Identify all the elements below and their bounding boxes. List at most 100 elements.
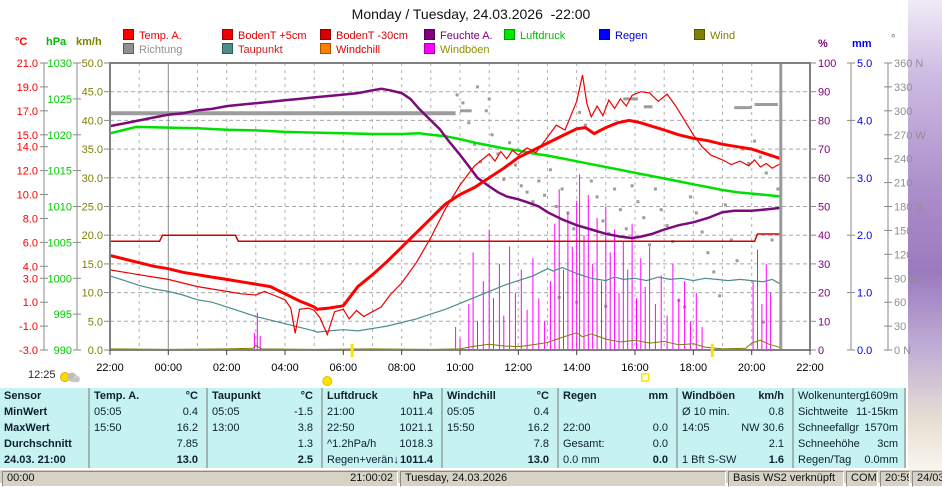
cell-value: 1011.4 xyxy=(399,454,433,466)
axis-hpa: 1030 1025 1020 1015 1010 1005 1000 995 990 xyxy=(48,58,81,357)
legend-swatch-richtung xyxy=(123,43,134,54)
svg-text:360 N: 360 N xyxy=(894,58,923,70)
col-header: Windböen xyxy=(682,390,736,402)
axis-unit-celsius: °C xyxy=(15,36,28,48)
legend-item-feuchte-a: Feuchte A. xyxy=(424,29,493,42)
col-header: Temp. A. xyxy=(94,390,140,402)
legend-swatch-luftdruck xyxy=(504,29,515,40)
svg-text:04:00: 04:00 xyxy=(271,362,299,374)
table-separator xyxy=(321,388,323,468)
sun-square-icon xyxy=(640,373,650,382)
svg-text:14.0: 14.0 xyxy=(17,142,38,154)
svg-text:50.0: 50.0 xyxy=(82,58,103,70)
legend-item-taupunkt: Taupunkt xyxy=(222,43,283,56)
svg-text:0.0: 0.0 xyxy=(88,345,103,357)
time-label: 12:25 xyxy=(28,369,56,381)
table-separator xyxy=(904,388,906,468)
cell-value: 0.0 xyxy=(652,454,668,466)
svg-text:20: 20 xyxy=(818,288,830,300)
weather-chart[interactable]: 21.019.017.015.014.012.010.08.06.04.03.0… xyxy=(0,0,942,400)
statusbar-cell-4: 20:59 xyxy=(880,471,910,487)
cell-time: 05:05 xyxy=(94,406,122,418)
svg-text:80: 80 xyxy=(818,115,830,127)
axis-unit-hpa: hPa xyxy=(46,36,67,48)
legend-label: Richtung xyxy=(139,44,183,56)
gridlines xyxy=(110,63,810,350)
svg-text:1025: 1025 xyxy=(48,94,72,106)
svg-text:8.0: 8.0 xyxy=(23,214,38,226)
svg-text:22:00: 22:00 xyxy=(796,362,824,374)
statusbar-text: Basis WS2 verknüpft xyxy=(733,472,836,484)
cell-time: Ø 10 min. xyxy=(682,406,730,418)
statusbar-text: 24/03/2026 xyxy=(917,472,942,484)
cell-value: 2.1 xyxy=(768,438,784,450)
table-separator xyxy=(88,388,90,468)
cell-time: Gesamt: xyxy=(563,438,605,450)
page-title: Monday / Tuesday, 24.03.2026 -22:00 xyxy=(351,6,591,22)
svg-text:20:00: 20:00 xyxy=(738,362,766,374)
series-bodent-30cm xyxy=(110,233,781,242)
cell-value: 0.8 xyxy=(768,406,784,418)
legend-item-windboeen: Windböen xyxy=(424,43,490,56)
svg-text:5.0: 5.0 xyxy=(88,316,103,328)
stats-table: Sensor MinWert MaxWert Durchschnitt 24.03. 2… xyxy=(0,388,906,468)
svg-text:4.0: 4.0 xyxy=(857,115,872,127)
axis-celsius: 21.0 19.0 17.0 15.014.0 12.0 10.0 8.0 6.0 4.03.0… xyxy=(17,58,48,357)
svg-text:10.0: 10.0 xyxy=(17,190,38,202)
col-unit: °C xyxy=(536,390,549,402)
svg-text:12:00: 12:00 xyxy=(505,362,533,374)
svg-text:995: 995 xyxy=(54,309,72,321)
cell-time: 22:50 xyxy=(327,422,355,434)
svg-text:17.0: 17.0 xyxy=(17,106,38,118)
col-unit: mm xyxy=(648,390,668,402)
statusbar-cell-1: Tuesday, 24.03.2026 xyxy=(400,471,726,487)
cell-time: 15:50 xyxy=(94,422,122,434)
statusbar-text-right: 21:00:02 xyxy=(350,472,393,484)
row-label: 24.03. 21:00 xyxy=(4,454,66,466)
status-bar: 00:00 21:00:02 Tuesday, 24.03.2026 Basis WS… xyxy=(0,470,942,487)
legend-label: Taupunkt xyxy=(238,44,283,56)
svg-text:0: 0 xyxy=(818,345,824,357)
cell-time: 05:05 xyxy=(447,406,475,418)
svg-text:00:00: 00:00 xyxy=(155,362,183,374)
info-label: Wolkenunterg xyxy=(798,390,866,402)
svg-text:18:00: 18:00 xyxy=(680,362,708,374)
legend-label: Wind xyxy=(710,30,736,42)
sunrise-tick xyxy=(350,344,354,357)
svg-text:180 S: 180 S xyxy=(894,202,923,214)
legend-label: Temp. A. xyxy=(139,30,182,42)
sun-icon xyxy=(322,376,333,386)
col-unit: °C xyxy=(185,390,198,402)
row-label: Sensor xyxy=(4,390,42,402)
svg-text:-3.0: -3.0 xyxy=(19,345,38,357)
legend-label: Regen xyxy=(615,30,648,42)
legend-item-temp-a: Temp. A. xyxy=(123,29,182,42)
svg-text:240: 240 xyxy=(894,154,912,166)
svg-text:90: 90 xyxy=(818,87,830,99)
legend-swatch-windchill xyxy=(320,43,331,54)
info-value: 1609m xyxy=(864,390,898,402)
svg-text:30: 30 xyxy=(894,321,906,333)
svg-text:19.0: 19.0 xyxy=(17,82,38,94)
info-label: Sichtweite xyxy=(798,406,849,418)
window-background-gradient xyxy=(908,0,942,470)
svg-text:1.0: 1.0 xyxy=(857,288,872,300)
svg-text:2.0: 2.0 xyxy=(857,230,872,242)
legend-label: BodenT -30cm xyxy=(336,30,408,42)
svg-text:15.0: 15.0 xyxy=(82,259,103,271)
cell-value: 1.3 xyxy=(297,438,313,450)
legend-label: Windchill xyxy=(336,44,381,56)
cell-value: -1.5 xyxy=(294,406,313,418)
svg-text:22:00: 22:00 xyxy=(96,362,124,374)
legend-swatch-regen xyxy=(599,29,610,40)
svg-text:3.0: 3.0 xyxy=(857,173,872,185)
series-wind xyxy=(109,332,781,350)
axis-mm: 5.0 4.0 3.0 2.0 1.0 0.0 xyxy=(847,58,872,357)
legend-item-bodent-minus30cm: BodenT -30cm xyxy=(320,29,408,42)
svg-text:06:00: 06:00 xyxy=(330,362,358,374)
col-unit: hPa xyxy=(412,390,433,402)
statusbar-text: Tuesday, 24.03.2026 xyxy=(405,472,508,484)
cell-time: 14:05 xyxy=(682,422,710,434)
table-separator xyxy=(206,388,208,468)
axis-degrees: 360 N 330 300 270 W 240 210 180 S 150 120 90 O 60 3… xyxy=(884,58,926,357)
